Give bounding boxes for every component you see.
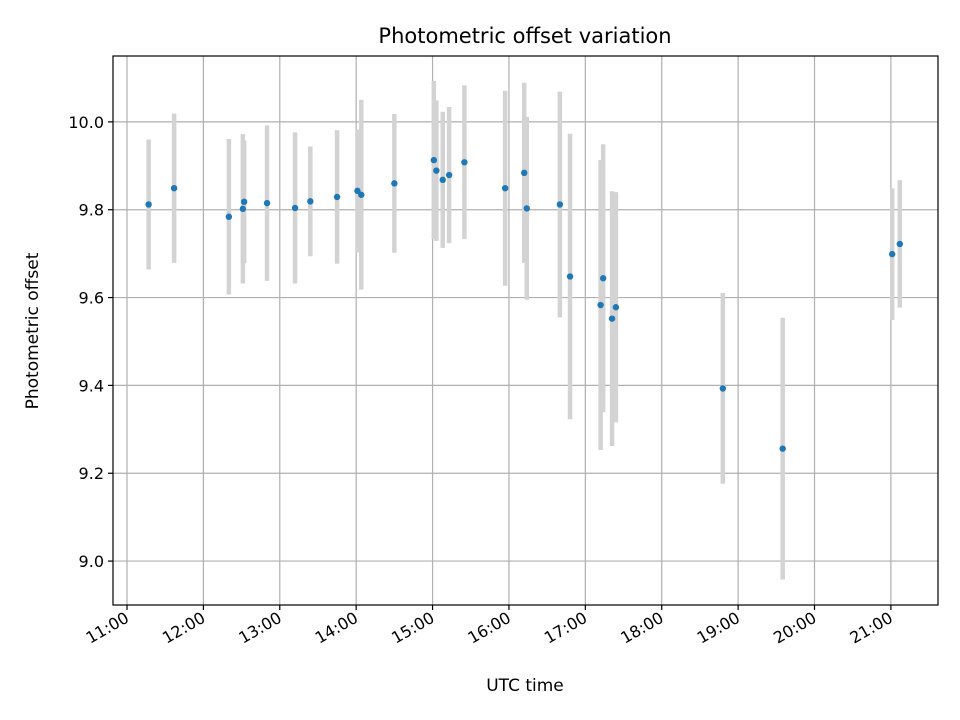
data-point (439, 176, 446, 184)
y-tick-label: 9.0 (79, 552, 104, 571)
data-point (461, 159, 468, 166)
data-point (521, 169, 528, 177)
data-points (145, 156, 904, 452)
data-point (779, 445, 786, 452)
data-point (433, 167, 440, 174)
data-point (240, 198, 248, 206)
data-point (225, 213, 233, 220)
data-point (566, 273, 574, 280)
y-tick-label: 9.2 (79, 464, 104, 483)
data-point (263, 199, 271, 207)
data-point (430, 156, 438, 164)
data-point (501, 184, 509, 192)
data-point (523, 205, 530, 212)
chart-title: Photometric offset variation (378, 24, 671, 48)
data-point (358, 191, 365, 198)
data-point (896, 240, 904, 248)
data-point (170, 184, 178, 192)
data-point (445, 171, 453, 179)
y-axis-title: Photometric offset (23, 252, 43, 409)
y-tick-label: 9.6 (79, 289, 104, 308)
data-point (599, 275, 607, 282)
y-tick-label: 9.8 (79, 201, 104, 220)
data-point (556, 201, 564, 208)
data-point (354, 187, 361, 195)
y-axis: 9.0 9.2 9.4 9.6 9.8 10.0 (68, 113, 113, 571)
plot-frame (112, 55, 939, 606)
data-point (597, 301, 604, 309)
data-point (888, 250, 896, 258)
data-point (239, 205, 247, 213)
y-tick-label: 10.0 (68, 113, 104, 132)
data-point (391, 180, 398, 187)
data-point (719, 385, 727, 392)
data-point (333, 193, 341, 201)
x-axis-title: UTC time (486, 676, 564, 696)
data-point (612, 304, 620, 311)
y-tick-label: 9.4 (79, 376, 104, 395)
data-point (608, 315, 616, 322)
data-point (307, 198, 314, 205)
data-point (291, 204, 299, 212)
data-point (145, 201, 152, 208)
